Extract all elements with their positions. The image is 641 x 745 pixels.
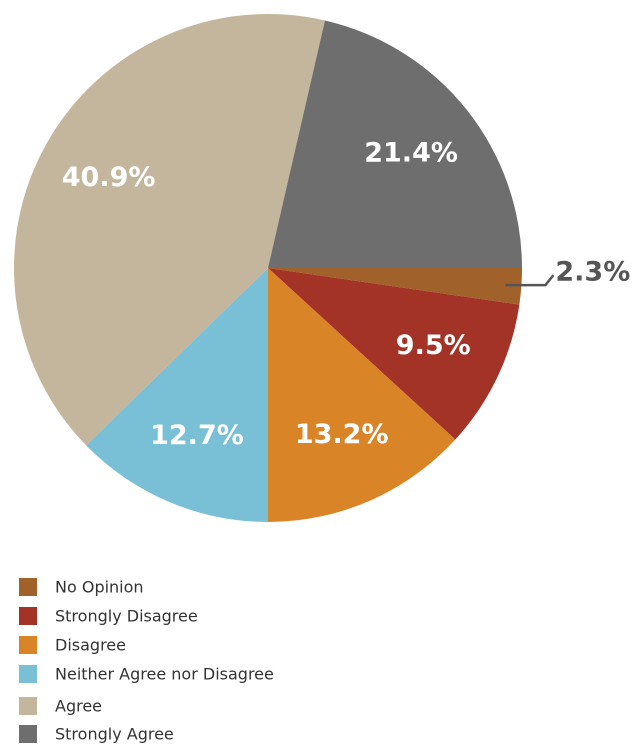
legend-label: Neither Agree nor Disagree bbox=[55, 665, 274, 684]
legend-swatch bbox=[19, 725, 37, 743]
pie-slice bbox=[268, 268, 520, 440]
pie-slice bbox=[13, 13, 325, 446]
legend-label: Agree bbox=[55, 697, 102, 716]
slice-label: 12.7% bbox=[150, 420, 244, 451]
slice-label: 40.9% bbox=[62, 162, 156, 193]
legend-swatch bbox=[19, 697, 37, 715]
legend-label: Disagree bbox=[55, 636, 126, 655]
legend-swatch bbox=[19, 578, 37, 596]
slice-label: 9.5% bbox=[396, 330, 471, 361]
legend-label: Strongly Disagree bbox=[55, 607, 198, 626]
legend-swatch bbox=[19, 607, 37, 625]
pie-slice bbox=[86, 268, 268, 522]
pie-slice bbox=[268, 268, 456, 522]
slice-label: 21.4% bbox=[364, 138, 458, 169]
slice-label: 2.3% bbox=[555, 257, 630, 288]
legend-swatch bbox=[19, 665, 37, 683]
legend-label: Strongly Agree bbox=[55, 725, 174, 744]
pie-slice bbox=[268, 268, 522, 305]
slice-label: 13.2% bbox=[295, 419, 389, 450]
leader-line bbox=[505, 274, 555, 287]
pie-slice bbox=[268, 20, 522, 269]
legend-swatch bbox=[19, 636, 37, 654]
legend-label: No Opinion bbox=[55, 578, 144, 597]
